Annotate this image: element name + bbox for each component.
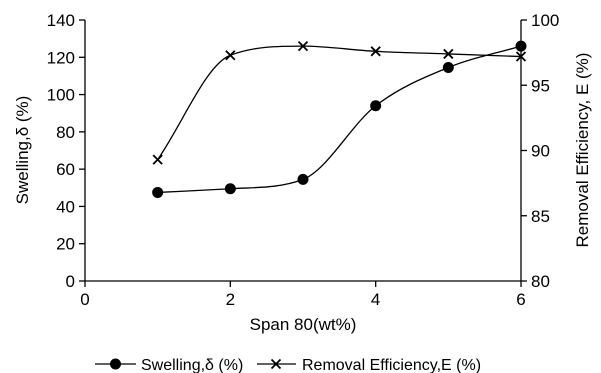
y-left-tick-label: 140	[47, 11, 75, 30]
x-tick-label: 4	[371, 290, 380, 309]
series-line	[157, 45, 522, 194]
data-point-x	[225, 50, 236, 61]
data-point-circle	[152, 186, 164, 198]
series-layer	[152, 40, 527, 198]
y-left-tick-label: 120	[47, 48, 75, 67]
y-right-tick-label: 85	[531, 207, 550, 226]
legend-swelling-label: Swelling,δ (%)	[141, 357, 243, 373]
y-right-tick-label: 90	[531, 142, 550, 161]
y-right-tick-label: 95	[531, 76, 550, 95]
data-point-circle	[515, 40, 527, 52]
legend-item-removal-efficiency: Removal Efficiency,E (%)	[257, 357, 481, 373]
data-point-x	[443, 48, 454, 60]
data-point-x	[152, 154, 163, 165]
x-tick-label: 6	[516, 290, 525, 309]
series-swelling	[152, 40, 527, 198]
x-tick-label: 0	[80, 290, 89, 309]
data-point-circle	[442, 62, 454, 74]
y-left-tick-label: 60	[56, 160, 75, 179]
legend-swelling-marker	[110, 358, 121, 370]
y-left-tick-label: 100	[47, 86, 75, 105]
legend: Swelling,δ (%) Removal Efficiency,E (%)	[95, 357, 481, 373]
data-point-circle	[370, 100, 382, 112]
data-point-circle	[224, 183, 236, 195]
y-right-tick-label: 100	[531, 11, 559, 30]
data-point-circle	[297, 173, 309, 185]
y-axis-left-title: Swelling,δ (%)	[13, 96, 32, 205]
x-tick-label: 2	[226, 290, 235, 309]
legend-removal-marker	[270, 358, 282, 370]
data-point-x	[515, 51, 527, 62]
y-left-tick-label: 40	[56, 197, 75, 216]
y-left-tick-label: 80	[56, 123, 75, 142]
y-left-tick-label: 0	[66, 272, 75, 291]
legend-removal-label: Removal Efficiency,E (%)	[302, 357, 481, 373]
data-point-x	[297, 40, 309, 52]
series-removal-efficiency	[152, 40, 527, 165]
data-point-x	[370, 46, 381, 57]
plot-area	[84, 20, 522, 282]
x-axis-title: Span 80(wt%)	[250, 315, 357, 334]
series-line	[157, 45, 522, 161]
y-left-tick-label: 20	[56, 235, 75, 254]
y-right-tick-label: 80	[531, 272, 550, 291]
legend-item-swelling: Swelling,δ (%)	[95, 357, 243, 373]
y-axis-right-title: Removal Efficiency, E (%)	[573, 53, 592, 248]
